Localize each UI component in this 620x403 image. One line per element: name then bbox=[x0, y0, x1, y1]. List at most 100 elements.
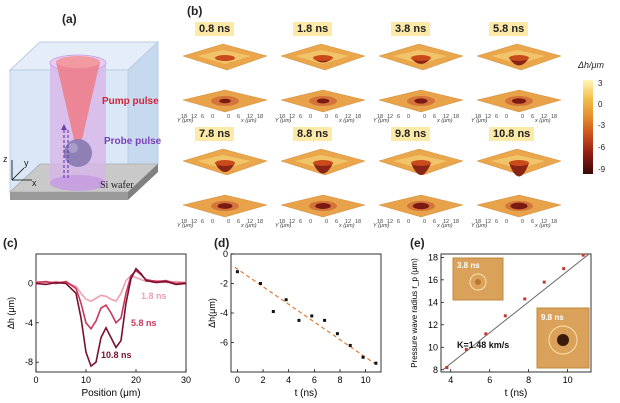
data-point bbox=[523, 297, 527, 301]
pump-pulse-label: Pump pulse bbox=[102, 96, 159, 107]
panel-a-schematic bbox=[8, 40, 160, 200]
axis-tick-label: 18 bbox=[181, 219, 187, 225]
time-label-3: 5.8 ns bbox=[489, 22, 529, 36]
colorbar-tick-4: -9 bbox=[598, 165, 606, 174]
surface-plot-1: 18 12 6 0 0 6 12 18 Y (μm) x (μm) 1.8 ns bbox=[273, 18, 371, 124]
y-tick-label: 18 bbox=[428, 252, 438, 262]
axis-tick-label: 0 bbox=[325, 219, 328, 225]
axis-tick-label: 18 bbox=[355, 219, 361, 225]
axis-tick-label: 0 bbox=[309, 219, 312, 225]
colorbar-title: Δh/μm bbox=[578, 60, 604, 70]
panel-e-label: (e) bbox=[410, 236, 425, 250]
axis-y-title: Y (μm) bbox=[275, 223, 292, 228]
time-label-0: 0.8 ns bbox=[195, 22, 235, 36]
x-tick-label: 10 bbox=[563, 375, 573, 385]
surface-plot-2: 18 12 6 0 0 6 12 18 Y (μm) x (μm) 3.8 ns bbox=[371, 18, 469, 124]
inset-image-9-8ns: 9.8 ns bbox=[536, 307, 590, 369]
data-point bbox=[542, 280, 546, 284]
axis-tick-label: 12 bbox=[345, 219, 351, 225]
y-tick-label: -6 bbox=[220, 338, 228, 348]
fit-annotation: K=1.48 km/s bbox=[457, 340, 509, 350]
axis-tick-label: 6 bbox=[335, 114, 338, 120]
axis-tick-label: 12 bbox=[247, 219, 253, 225]
axis-x-title: x (μm) bbox=[240, 118, 257, 123]
axis-tick-label: 0 bbox=[227, 114, 230, 120]
axis-tick-label: 12 bbox=[387, 114, 393, 120]
axis-tick-label: 6 bbox=[397, 219, 400, 225]
axis-tick-label: 0 bbox=[423, 219, 426, 225]
axis-tick-label: 6 bbox=[201, 114, 204, 120]
axis-tick-label: 12 bbox=[387, 219, 393, 225]
axis-tick-label: 6 bbox=[299, 114, 302, 120]
surface-plot-svg: 18 12 6 0 0 6 12 18Y (μm) x (μm) bbox=[275, 43, 366, 124]
axis-tick-label: 12 bbox=[191, 114, 197, 120]
axis-tick-label: 0 bbox=[227, 219, 230, 225]
surface-plot-svg: 18 12 6 0 0 6 12 18Y (μm) x (μm) bbox=[471, 148, 562, 229]
data-point bbox=[335, 332, 339, 336]
surface-plot-svg: 18 12 6 0 0 6 12 18Y (μm) x (μm) bbox=[471, 43, 562, 124]
data-point bbox=[297, 318, 301, 322]
axis-tick-label: 18 bbox=[551, 219, 557, 225]
plot-frame bbox=[35, 253, 187, 373]
axis-tick-label: 18 bbox=[551, 114, 557, 120]
time-label-2: 3.8 ns bbox=[391, 22, 431, 36]
time-label-1: 1.8 ns bbox=[293, 22, 333, 36]
data-point bbox=[284, 298, 288, 302]
axis-tick-label: 18 bbox=[377, 219, 383, 225]
axis-y-label: y bbox=[24, 158, 29, 168]
axis-x-title: x (μm) bbox=[436, 118, 453, 123]
axis-tick-label: 18 bbox=[355, 114, 361, 120]
panel-d-label: (d) bbox=[214, 236, 230, 250]
series-label-0: 1.8 ns bbox=[141, 291, 167, 301]
panel-c-label: (c) bbox=[3, 236, 18, 250]
y-tick-label: 12 bbox=[428, 320, 438, 330]
y-tick-label: -4 bbox=[220, 308, 228, 318]
axis-x-title: x (μm) bbox=[240, 223, 257, 228]
x-tick-label: 10 bbox=[361, 375, 371, 385]
x-tick-label: 10 bbox=[81, 375, 91, 385]
axis-tick-label: 0 bbox=[521, 114, 524, 120]
data-point bbox=[445, 366, 449, 370]
y-axis-title: Δh (μm) bbox=[6, 297, 16, 329]
probe-pulse-label: Probe pulse bbox=[104, 136, 162, 147]
surface-plot-3: 18 12 6 0 0 6 12 18 Y (μm) x (μm) 5.8 ns bbox=[469, 18, 567, 124]
x-tick-label: 4 bbox=[448, 375, 453, 385]
data-point bbox=[348, 343, 352, 347]
surface-plot-0: 18 12 6 0 0 6 12 18 Y (μm) x (μm) 0.8 ns bbox=[175, 18, 273, 124]
axis-x-title: x (μm) bbox=[338, 118, 355, 123]
data-point bbox=[235, 270, 239, 274]
series-line-2 bbox=[35, 267, 187, 368]
axis-tick-label: 0 bbox=[505, 219, 508, 225]
fit-line bbox=[234, 266, 379, 367]
x-tick-label: 8 bbox=[337, 375, 342, 385]
si-wafer-label: Si wafer bbox=[100, 180, 134, 191]
colorbar-tick-2: -3 bbox=[598, 121, 606, 130]
surface-plot-svg: 18 12 6 0 0 6 12 18Y (μm) x (μm) bbox=[275, 148, 366, 229]
axis-tick-label: 0 bbox=[505, 114, 508, 120]
axis-tick-label: 12 bbox=[541, 114, 547, 120]
y-tick-label: -8 bbox=[25, 357, 33, 367]
surface-plot-svg: 18 12 6 0 0 6 12 18Y (μm) x (μm) bbox=[373, 148, 464, 229]
axis-tick-label: 6 bbox=[433, 219, 436, 225]
axis-tick-label: 18 bbox=[453, 219, 459, 225]
y-tick-label: 8 bbox=[433, 365, 438, 375]
colorbar bbox=[583, 80, 593, 174]
x-tick-label: 20 bbox=[131, 375, 141, 385]
axis-y-title: Y (μm) bbox=[373, 118, 390, 123]
surface-plot-grid: 18 12 6 0 0 6 12 18 Y (μm) x (μm) 0.8 ns 18 12 6 0 0 6 12… bbox=[175, 18, 570, 229]
data-point bbox=[271, 310, 275, 314]
axis-tick-label: 12 bbox=[541, 219, 547, 225]
axis-y-title: Y (μm) bbox=[275, 118, 292, 123]
y-tick-label: 10 bbox=[428, 342, 438, 352]
x-tick-label: 2 bbox=[261, 375, 266, 385]
axis-tick-label: 0 bbox=[325, 114, 328, 120]
chart-e: 4 6 8 10 8 10 12 14 16 18 t (ns) Pressure wave radi… bbox=[410, 252, 592, 399]
axis-tick-label: 18 bbox=[377, 114, 383, 120]
axis-tick-label: 12 bbox=[485, 114, 491, 120]
axis-tick-label: 0 bbox=[407, 114, 410, 120]
y-tick-label: -2 bbox=[220, 279, 228, 289]
axis-tick-label: 18 bbox=[475, 114, 481, 120]
inset-label-1: 3.8 ns bbox=[457, 261, 480, 270]
y-tick-label: 0 bbox=[223, 249, 228, 259]
data-point bbox=[374, 361, 378, 365]
